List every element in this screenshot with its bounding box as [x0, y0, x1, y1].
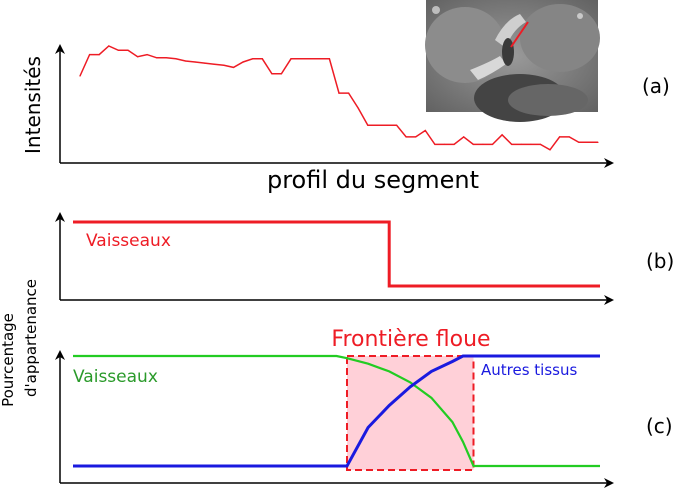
intensity-point-47: [530, 143, 532, 145]
intensity-point-14: [213, 63, 215, 65]
other-tissue-series-label: Autres tissus: [481, 361, 577, 379]
intensity-point-27: [338, 92, 340, 94]
intensity-point-25: [319, 58, 321, 60]
fuzzy-boundary-title: Frontière floue: [331, 327, 490, 352]
intensity-point-41: [472, 143, 474, 145]
intensity-point-45: [511, 143, 513, 145]
intensity-point-40: [463, 136, 465, 138]
intensity-point-50: [559, 136, 561, 138]
intensity-point-6: [137, 56, 139, 58]
other-tissue-membership-curve: [73, 354, 600, 468]
intensity-point-35: [415, 136, 417, 138]
intensity-point-9: [165, 57, 167, 59]
intensity-point-39: [453, 143, 455, 145]
intensity-point-37: [434, 143, 436, 145]
panel-label-c: (c): [646, 414, 673, 438]
intensity-point-31: [376, 124, 378, 126]
mri-segment-marker: [510, 21, 529, 48]
intensity-point-29: [357, 107, 359, 109]
intensity-point-20: [271, 73, 273, 75]
panel-label-a: (a): [642, 74, 670, 98]
intensity-point-36: [424, 129, 426, 132]
intensity-point-44: [501, 134, 503, 136]
panel-label-b: (b): [646, 249, 674, 273]
intensity-point-5: [127, 49, 129, 51]
intensity-point-23: [300, 58, 302, 60]
intensity-point-53: [587, 141, 590, 143]
intensity-point-17: [242, 61, 244, 63]
intensity-point-26: [328, 58, 330, 60]
intensity-point-42: [482, 143, 484, 145]
intensity-point-38: [443, 143, 446, 145]
panel-a-ylabel: Intensités: [21, 56, 45, 154]
mri-inset-image: [425, 0, 600, 122]
intensity-point-46: [520, 143, 522, 145]
intensity-point-51: [568, 136, 570, 138]
intensity-point-18: [252, 58, 254, 60]
panel-b: Vaisseaux (b): [55, 212, 674, 305]
intensity-point-3: [108, 45, 110, 47]
intensity-point-33: [396, 124, 398, 126]
intensity-point-2: [98, 54, 100, 56]
intensity-point-7: [146, 54, 148, 56]
intensity-point-32: [386, 124, 388, 126]
intensity-point-34: [405, 136, 407, 138]
intensity-point-15: [223, 64, 225, 66]
intensity-point-28: [348, 92, 350, 94]
intensity-point-8: [156, 57, 158, 59]
intensity-point-48: [539, 143, 542, 145]
intensity-point-22: [290, 58, 292, 60]
intensity-point-16: [232, 66, 235, 68]
panel-c-ylabel-line2: d'appartenance: [22, 279, 40, 397]
intensity-points: [79, 45, 599, 151]
fuzzy-boundary-region: [346, 355, 475, 471]
intensity-point-12: [194, 61, 196, 63]
intensity-point-24: [309, 58, 311, 60]
panel-a: Intensités profil du segment (a): [21, 0, 670, 194]
panel-c-ylabel-line1: Pourcentage: [0, 313, 17, 407]
intensity-point-11: [184, 60, 187, 62]
intensity-point-49: [549, 149, 551, 151]
vessel-series-label: Vaisseaux: [73, 367, 158, 387]
intensity-point-10: [175, 58, 177, 60]
panel-a-xlabel: profil du segment: [267, 166, 479, 194]
intensity-point-52: [578, 141, 580, 143]
panel-b-vessel-label: Vaisseaux: [86, 231, 171, 251]
intensity-point-0: [79, 75, 81, 77]
intensity-point-21: [280, 73, 282, 75]
intensity-point-19: [261, 58, 263, 60]
intensity-point-13: [204, 62, 206, 64]
intensity-point-4: [117, 49, 119, 51]
vessel-membership-curve: [73, 354, 600, 468]
intensity-point-1: [89, 54, 91, 56]
panel-c: Pourcentage d'appartenance Frontière flo…: [0, 279, 673, 488]
intensity-point-54: [597, 141, 599, 143]
intensity-point-43: [491, 143, 494, 145]
vessel-membership-step-line: [73, 220, 600, 288]
intensity-point-30: [367, 124, 369, 126]
